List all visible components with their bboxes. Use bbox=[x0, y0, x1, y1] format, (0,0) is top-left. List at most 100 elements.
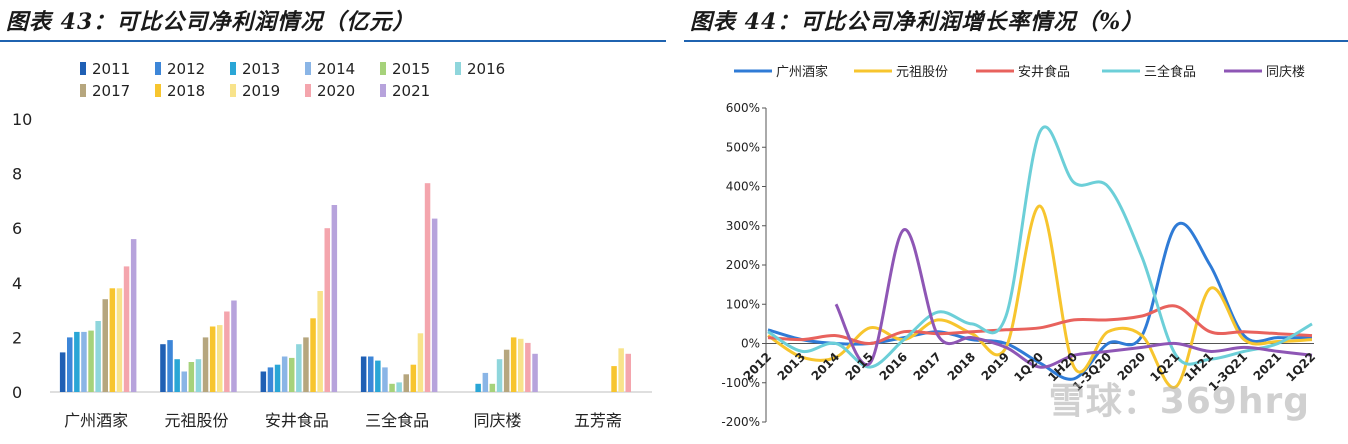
legend-label-2: 安井食品 bbox=[1018, 64, 1070, 80]
watermark: 雪球：369hrg bbox=[1048, 381, 1310, 422]
y-tick-label: 600% bbox=[726, 101, 760, 115]
y-tick-label: 4 bbox=[12, 274, 22, 293]
x-category-label: 元祖股份 bbox=[164, 411, 228, 430]
bar-2011-0 bbox=[59, 352, 66, 392]
right-chart-title: 图表 44：可比公司净利润增长率情况（%） bbox=[690, 9, 1145, 35]
bar-2016-4 bbox=[496, 359, 503, 392]
bar-2012-1 bbox=[167, 340, 173, 392]
bar-2018-2 bbox=[310, 318, 316, 392]
bar-2015-4 bbox=[489, 383, 496, 392]
bar-2013-0 bbox=[74, 331, 80, 392]
y-tick-label: 6 bbox=[12, 219, 22, 238]
x-tick-label: 2016 bbox=[877, 350, 911, 384]
legend-label-0: 广州酒家 bbox=[776, 64, 828, 80]
legend-swatch-2021 bbox=[380, 84, 386, 97]
y-tick-label: -100% bbox=[721, 376, 760, 390]
y-tick-label: 8 bbox=[12, 165, 22, 184]
bar-2019-2 bbox=[317, 291, 323, 392]
bar-2013-2 bbox=[274, 364, 281, 392]
y-tick-label: 0 bbox=[12, 383, 22, 402]
bar-2015-2 bbox=[289, 357, 295, 392]
legend-label-2018: 2018 bbox=[167, 82, 205, 100]
legend-swatch-2012 bbox=[155, 62, 161, 75]
legend-label-2020: 2020 bbox=[317, 82, 355, 100]
bar-2019-5 bbox=[618, 348, 624, 392]
bar-2014-4 bbox=[482, 372, 489, 392]
legend-label-2013: 2013 bbox=[242, 60, 280, 78]
bar-chart: 2011 2012 2013 2014 2015 2016 2017 2018 2019 2020… bbox=[12, 60, 652, 430]
legend-label-2014: 2014 bbox=[317, 60, 355, 78]
legend-label-2016: 2016 bbox=[467, 60, 505, 78]
x-category-label: 同庆楼 bbox=[473, 411, 521, 430]
left-panel: 图表 43：可比公司净利润情况（亿元） 2011 2012 2013 2014 2015… bbox=[0, 0, 666, 444]
bar-2020-4 bbox=[525, 342, 531, 392]
bar-2019-0 bbox=[116, 288, 123, 392]
y-tick-label: 0% bbox=[741, 337, 760, 351]
bar-2016-2 bbox=[296, 344, 302, 392]
bar-2018-1 bbox=[209, 326, 216, 392]
bar-2013-3 bbox=[375, 360, 381, 392]
bar-2011-2 bbox=[260, 371, 267, 392]
x-category-label: 安井食品 bbox=[265, 411, 329, 430]
legend-label-2011: 2011 bbox=[92, 60, 130, 78]
x-tick-label: 2013 bbox=[775, 350, 809, 384]
bar-2017-4 bbox=[503, 349, 510, 392]
bar-2021-2 bbox=[331, 205, 338, 392]
bar-2012-3 bbox=[368, 356, 374, 392]
bar-2017-0 bbox=[102, 299, 108, 392]
x-category-label: 广州酒家 bbox=[64, 411, 128, 430]
legend-label-2017: 2017 bbox=[92, 82, 130, 100]
bar-2015-3 bbox=[389, 383, 395, 392]
legend-swatch-2016 bbox=[455, 62, 461, 75]
bar-2021-0 bbox=[130, 239, 137, 392]
bar-2014-2 bbox=[281, 356, 288, 392]
bar-2019-3 bbox=[417, 333, 424, 392]
bar-2014-3 bbox=[382, 367, 388, 392]
bar-2019-1 bbox=[217, 325, 223, 392]
bar-2020-3 bbox=[424, 183, 431, 392]
legend-swatch-2015 bbox=[380, 62, 386, 75]
bar-2013-4 bbox=[475, 383, 481, 392]
bar-2020-0 bbox=[123, 266, 130, 392]
bar-2017-3 bbox=[403, 374, 409, 392]
bar-2020-2 bbox=[324, 228, 330, 392]
line-chart: 广州酒家 元祖股份 安井食品 三全食品 同庆楼 -200% -100% 0% 100% 200% 3… bbox=[721, 64, 1318, 429]
bar-2013-1 bbox=[174, 359, 180, 392]
x-tick-label: 2014 bbox=[809, 350, 843, 384]
legend-swatch-2018 bbox=[155, 84, 161, 97]
legend-label-2019: 2019 bbox=[242, 82, 280, 100]
x-category-label: 三全食品 bbox=[365, 411, 429, 430]
bar-2021-1 bbox=[231, 300, 237, 392]
right-panel: 图表 44：可比公司净利润增长率情况（%） 广州酒家 元祖股份 安井食品 三全食品 同庆… bbox=[684, 0, 1348, 444]
legend-swatch-2014 bbox=[305, 62, 311, 75]
bar-2017-2 bbox=[303, 337, 309, 392]
bar-2011-1 bbox=[160, 344, 166, 392]
bar-2011-3 bbox=[360, 356, 367, 392]
bar-2015-1 bbox=[188, 362, 195, 392]
bar-2020-5 bbox=[625, 353, 631, 392]
y-tick-label: 400% bbox=[726, 180, 760, 194]
left-title-rule bbox=[0, 40, 666, 42]
bar-2018-4 bbox=[510, 337, 517, 392]
legend-swatch-2013 bbox=[230, 62, 236, 75]
y-tick-label: 300% bbox=[726, 219, 760, 233]
bar-2012-0 bbox=[67, 337, 73, 392]
bar-2016-1 bbox=[195, 359, 202, 392]
bar-2012-2 bbox=[267, 367, 274, 392]
bar-2016-0 bbox=[95, 321, 101, 392]
bar-2020-1 bbox=[224, 311, 230, 392]
legend-label-2012: 2012 bbox=[167, 60, 205, 78]
legend-label-2015: 2015 bbox=[392, 60, 430, 78]
x-tick-label: 2018 bbox=[945, 350, 979, 384]
bar-2018-0 bbox=[109, 288, 116, 392]
series-line-1-0 bbox=[767, 204, 1313, 389]
bar-2021-3 bbox=[431, 218, 438, 392]
y-tick-label: 100% bbox=[726, 297, 760, 311]
legend-label-4: 同庆楼 bbox=[1266, 65, 1305, 80]
y-tick-label: 500% bbox=[726, 140, 760, 154]
bar-2019-4 bbox=[518, 338, 524, 392]
y-tick-label: 200% bbox=[726, 258, 760, 272]
legend-label-1: 元祖股份 bbox=[896, 65, 948, 80]
bar-2014-1 bbox=[181, 371, 187, 392]
right-title-rule bbox=[684, 40, 1348, 42]
